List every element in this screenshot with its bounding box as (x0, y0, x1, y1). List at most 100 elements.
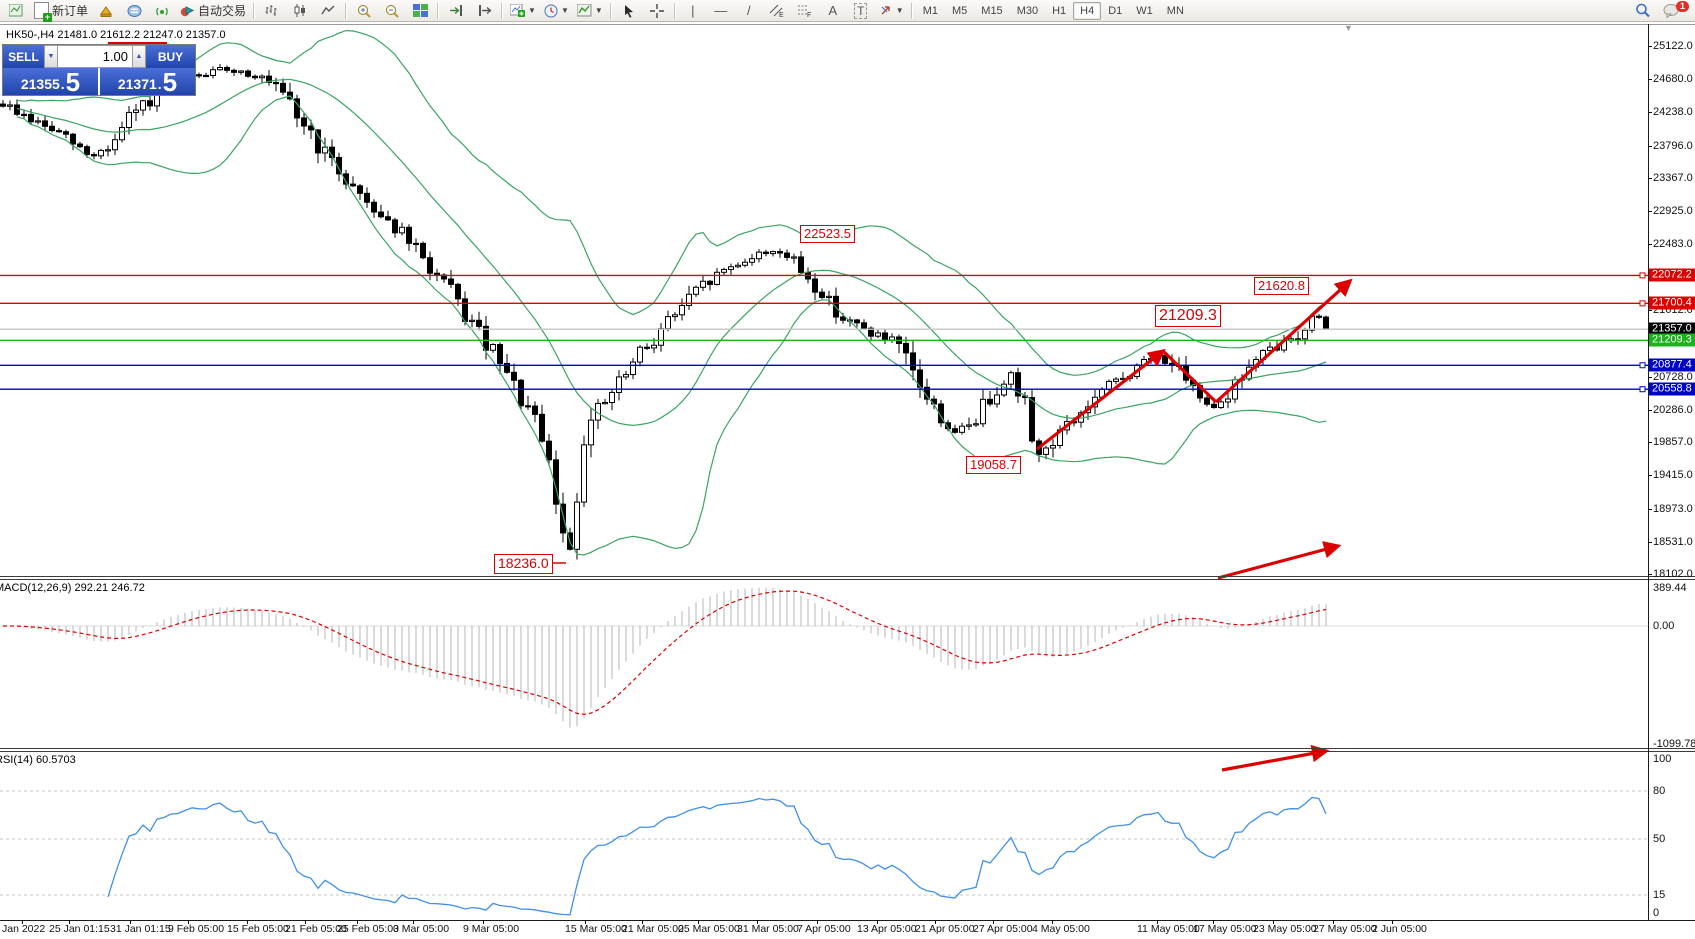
rsi-tick: 80 (1653, 785, 1666, 797)
volume-decrease-button[interactable]: ▼ (44, 45, 58, 68)
macd-separator[interactable] (0, 576, 1695, 577)
autotrade-button[interactable]: 自动交易 (176, 0, 250, 22)
buy-button[interactable]: BUY (146, 45, 195, 68)
clock-icon (544, 4, 558, 17)
y-tick: 25122.0 (1653, 40, 1693, 52)
bar-chart-icon[interactable] (258, 0, 286, 22)
timeframe-M15[interactable]: M15 (981, 4, 1003, 17)
macd-separator-line2 (0, 579, 1695, 580)
periodicity-dropdown[interactable]: ▼ (540, 0, 573, 22)
autotrade-label: 自动交易 (198, 4, 247, 18)
price-label-21620.8[interactable]: 21620.8 (1254, 277, 1309, 296)
timeframe-M1[interactable]: M1 (922, 4, 938, 17)
buy-price-frac: 5 (162, 67, 178, 97)
y-tick: 24238.0 (1653, 106, 1693, 119)
trend-arrow-4[interactable] (1221, 744, 1330, 772)
price-label-22523.5[interactable]: 22523.5 (800, 225, 855, 244)
hline-handle[interactable] (1639, 300, 1646, 307)
timeframe-H4[interactable]: H4 (1073, 1, 1102, 20)
trend-arrow-0[interactable] (1036, 348, 1166, 451)
cursor-tool-button[interactable] (615, 0, 643, 22)
rsi-tick: 50 (1653, 833, 1666, 845)
time-axis-line (0, 920, 1695, 921)
new-order-icon: + (34, 2, 52, 22)
price-axis-line (1648, 24, 1649, 920)
time-tick: 27 Apr 05:00 (973, 923, 1033, 935)
price-badge-22072.2: 22072.2 (1649, 268, 1695, 282)
y-tick: 18102.0 (1653, 568, 1693, 581)
time-tick: 31 Jan 01:15 (110, 923, 171, 935)
time-tick: 3 Mar 05:00 (393, 923, 450, 935)
price-badge-20877.4: 20877.4 (1649, 358, 1695, 372)
text-tool[interactable]: A (828, 3, 838, 18)
terminal-toggle-icon[interactable] (2, 0, 30, 22)
signals-icon[interactable] (148, 0, 176, 22)
time-tick: 13 Apr 05:00 (857, 923, 917, 935)
sell-price-display[interactable]: 21355. 5 (3, 68, 100, 95)
chart-shift-icon[interactable] (470, 0, 498, 22)
price-label-19058.7[interactable]: 19058.7 (966, 456, 1021, 475)
channel-tool[interactable]: E (763, 0, 791, 22)
volume-increase-button[interactable]: ▲ (132, 45, 146, 68)
crosshair-tool-button[interactable] (643, 0, 671, 22)
tile-windows-icon[interactable] (406, 0, 434, 22)
horizontal-line-tool[interactable]: — (714, 3, 728, 18)
text-label-tool[interactable]: T (847, 0, 875, 22)
chart-top-marker: ▼ (1344, 23, 1353, 33)
timeframe-D1[interactable]: D1 (1108, 4, 1123, 17)
macd-title: MACD(12,26,9) 292.21 246.72 (0, 582, 145, 594)
new-order-button[interactable]: + 新订单 (30, 0, 92, 22)
auto-scroll-icon[interactable] (442, 0, 470, 22)
timeframe-MN[interactable]: MN (1166, 4, 1184, 17)
new-chart-dropdown[interactable]: ▼ (506, 0, 540, 22)
timeframe-M30[interactable]: M30 (1016, 4, 1039, 17)
zoom-in-icon[interactable] (350, 0, 378, 22)
timeframe-W1[interactable]: W1 (1136, 4, 1153, 17)
data-window-icon[interactable] (120, 0, 148, 22)
y-tick: 18973.0 (1653, 502, 1693, 515)
time-tick: 25 Jan 01:15 (49, 923, 110, 935)
caret-down-icon: ▼ (895, 6, 904, 15)
hline-handle[interactable] (1639, 386, 1646, 393)
rsi-separator-line2 (0, 751, 1695, 752)
notifications-chat-icon[interactable]: 1 (1657, 0, 1689, 22)
arrows-tool-dropdown[interactable]: ▼ (875, 0, 908, 22)
search-icon[interactable] (1629, 0, 1657, 22)
notification-badge: 1 (1676, 0, 1689, 12)
price-label-18236.0[interactable]: 18236.0 (494, 554, 553, 574)
templates-dropdown[interactable]: ▼ (573, 0, 607, 22)
sell-button[interactable]: SELL (3, 45, 44, 68)
time-tick: 25 Feb 05:00 (337, 923, 399, 935)
caret-down-icon: ▼ (528, 6, 536, 15)
vertical-line-tool[interactable]: | (691, 3, 695, 18)
candlestick-chart-icon[interactable] (286, 0, 314, 22)
hline-handle[interactable] (1639, 272, 1646, 279)
buy-price-display[interactable]: 21371. 5 (100, 68, 195, 95)
y-tick: 19857.0 (1653, 436, 1693, 448)
volume-input[interactable] (58, 45, 132, 68)
hline-handle[interactable] (1639, 362, 1646, 369)
fibonacci-tool[interactable]: F (791, 0, 819, 22)
time-tick: 21 Apr 05:00 (915, 923, 975, 935)
chart-ohlc-header: HK50-,H4 21481.0 21612.2 21247.0 21357.0 (6, 29, 226, 41)
zoom-out-icon[interactable] (378, 0, 406, 22)
market-watch-icon[interactable] (92, 0, 120, 22)
timeframe-H1[interactable]: H1 (1052, 4, 1067, 17)
line-chart-icon[interactable] (314, 0, 342, 22)
price-label-21209.3[interactable]: 21209.3 (1155, 305, 1221, 327)
y-tick: 20286.0 (1653, 403, 1693, 416)
rsi-tick: 15 (1653, 889, 1666, 901)
time-tick: 25 Mar 05:00 (678, 923, 740, 935)
trend-arrow-2[interactable] (1214, 278, 1353, 404)
timeframe-M5[interactable]: M5 (952, 4, 968, 17)
time-tick: 21 Mar 05:00 (622, 923, 684, 935)
trendline-tool[interactable]: / (746, 3, 751, 18)
arrow-shapes-icon (881, 6, 890, 15)
trend-arrow-3[interactable] (1217, 541, 1342, 580)
rsi-separator[interactable] (0, 748, 1695, 749)
macd-tick: -1099.78 (1653, 738, 1695, 750)
trend-arrow-1[interactable] (1161, 349, 1218, 404)
time-tick: 4 May 05:00 (1032, 923, 1090, 935)
trend-arrows[interactable] (552, 278, 1353, 772)
